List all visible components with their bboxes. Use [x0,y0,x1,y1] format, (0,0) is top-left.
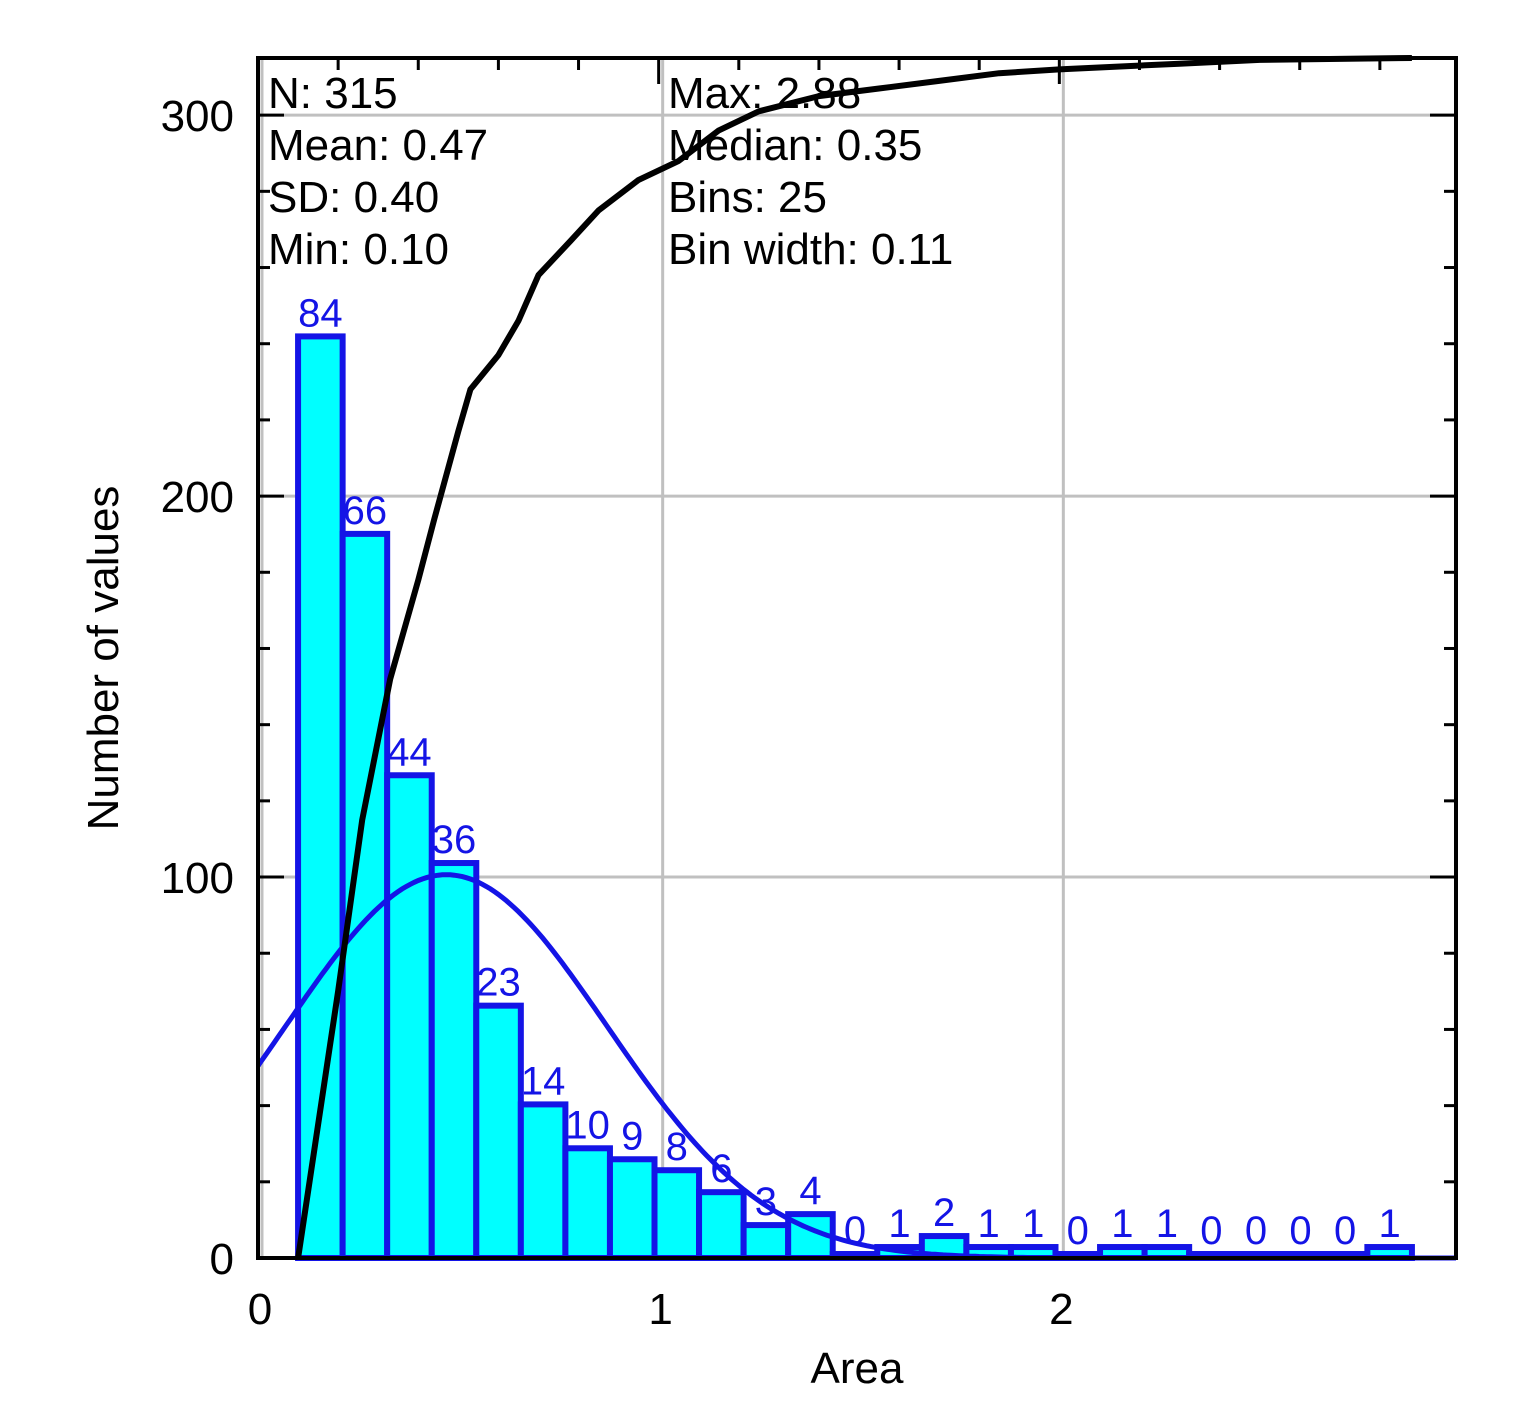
bar-count-label: 0 [1289,1209,1311,1253]
histogram-bars [295,333,1415,1262]
bar-count-label: 0 [1245,1209,1267,1253]
bar-count-label: 0 [844,1209,866,1253]
bar-count-label: 1 [1379,1202,1401,1246]
bar-count-label: 8 [666,1125,688,1169]
bar-count-label: 1 [1111,1202,1133,1246]
stat-left: Min: 0.10 [268,225,449,274]
x-axis-label: Area [811,1344,904,1393]
cumulative-curve [295,55,1412,1259]
histogram-bar [696,1189,747,1261]
bar-count-label: 3 [755,1180,777,1224]
bar-count-label: 10 [565,1103,610,1147]
histogram-bar [473,1002,524,1262]
stat-left: Mean: 0.47 [268,121,488,170]
stat-right: Bin width: 0.11 [668,225,953,274]
stat-left: N: 315 [268,69,398,118]
bar-count-label: 0 [1067,1209,1089,1253]
histogram-bar [384,772,435,1261]
bar-count-label: 1 [888,1202,910,1246]
bar-count-label: 9 [621,1114,643,1158]
histogram-bar [562,1145,613,1262]
stat-right: Max: 2.88 [668,69,861,118]
y-tick-label: 0 [210,1235,234,1284]
y-tick-label: 100 [161,854,234,903]
stat-right: Bins: 25 [668,173,827,222]
bar-count-label: 44 [387,730,432,774]
bar-count-label: 14 [521,1059,566,1103]
histogram-bar [428,860,480,1261]
y-tick-label: 200 [161,473,234,522]
y-tick-label: 300 [161,92,234,141]
bar-count-label: 36 [432,818,477,862]
histogram-bar [651,1167,703,1261]
stat-right: Median: 0.35 [668,121,922,170]
histogram-bar [517,1101,569,1262]
x-tick-label: 2 [1049,1285,1073,1334]
bar-count-label: 2 [933,1191,955,1235]
x-tick-label: 1 [648,1285,672,1334]
bar-count-label: 66 [343,489,388,533]
x-tick-label: 0 [248,1285,272,1334]
bar-count-label: 0 [1334,1209,1356,1253]
bar-count-label: 0 [1200,1209,1222,1253]
bar-count-label: 23 [476,961,521,1005]
bar-count-label: 6 [710,1147,732,1191]
bar-count-label: 84 [298,291,343,335]
bar-count-label: 4 [799,1169,821,1213]
y-axis-label: Number of values [79,486,128,831]
histogram-bar [606,1156,658,1262]
bar-count-label: 1 [1022,1202,1044,1246]
cumulative-line [295,55,1412,1259]
bar-count-label: 1 [1156,1202,1178,1246]
plot-frame [256,56,1458,1260]
stat-left: SD: 0.40 [268,173,439,222]
bar-count-label: 1 [978,1202,1000,1246]
histogram-bar [740,1222,792,1261]
